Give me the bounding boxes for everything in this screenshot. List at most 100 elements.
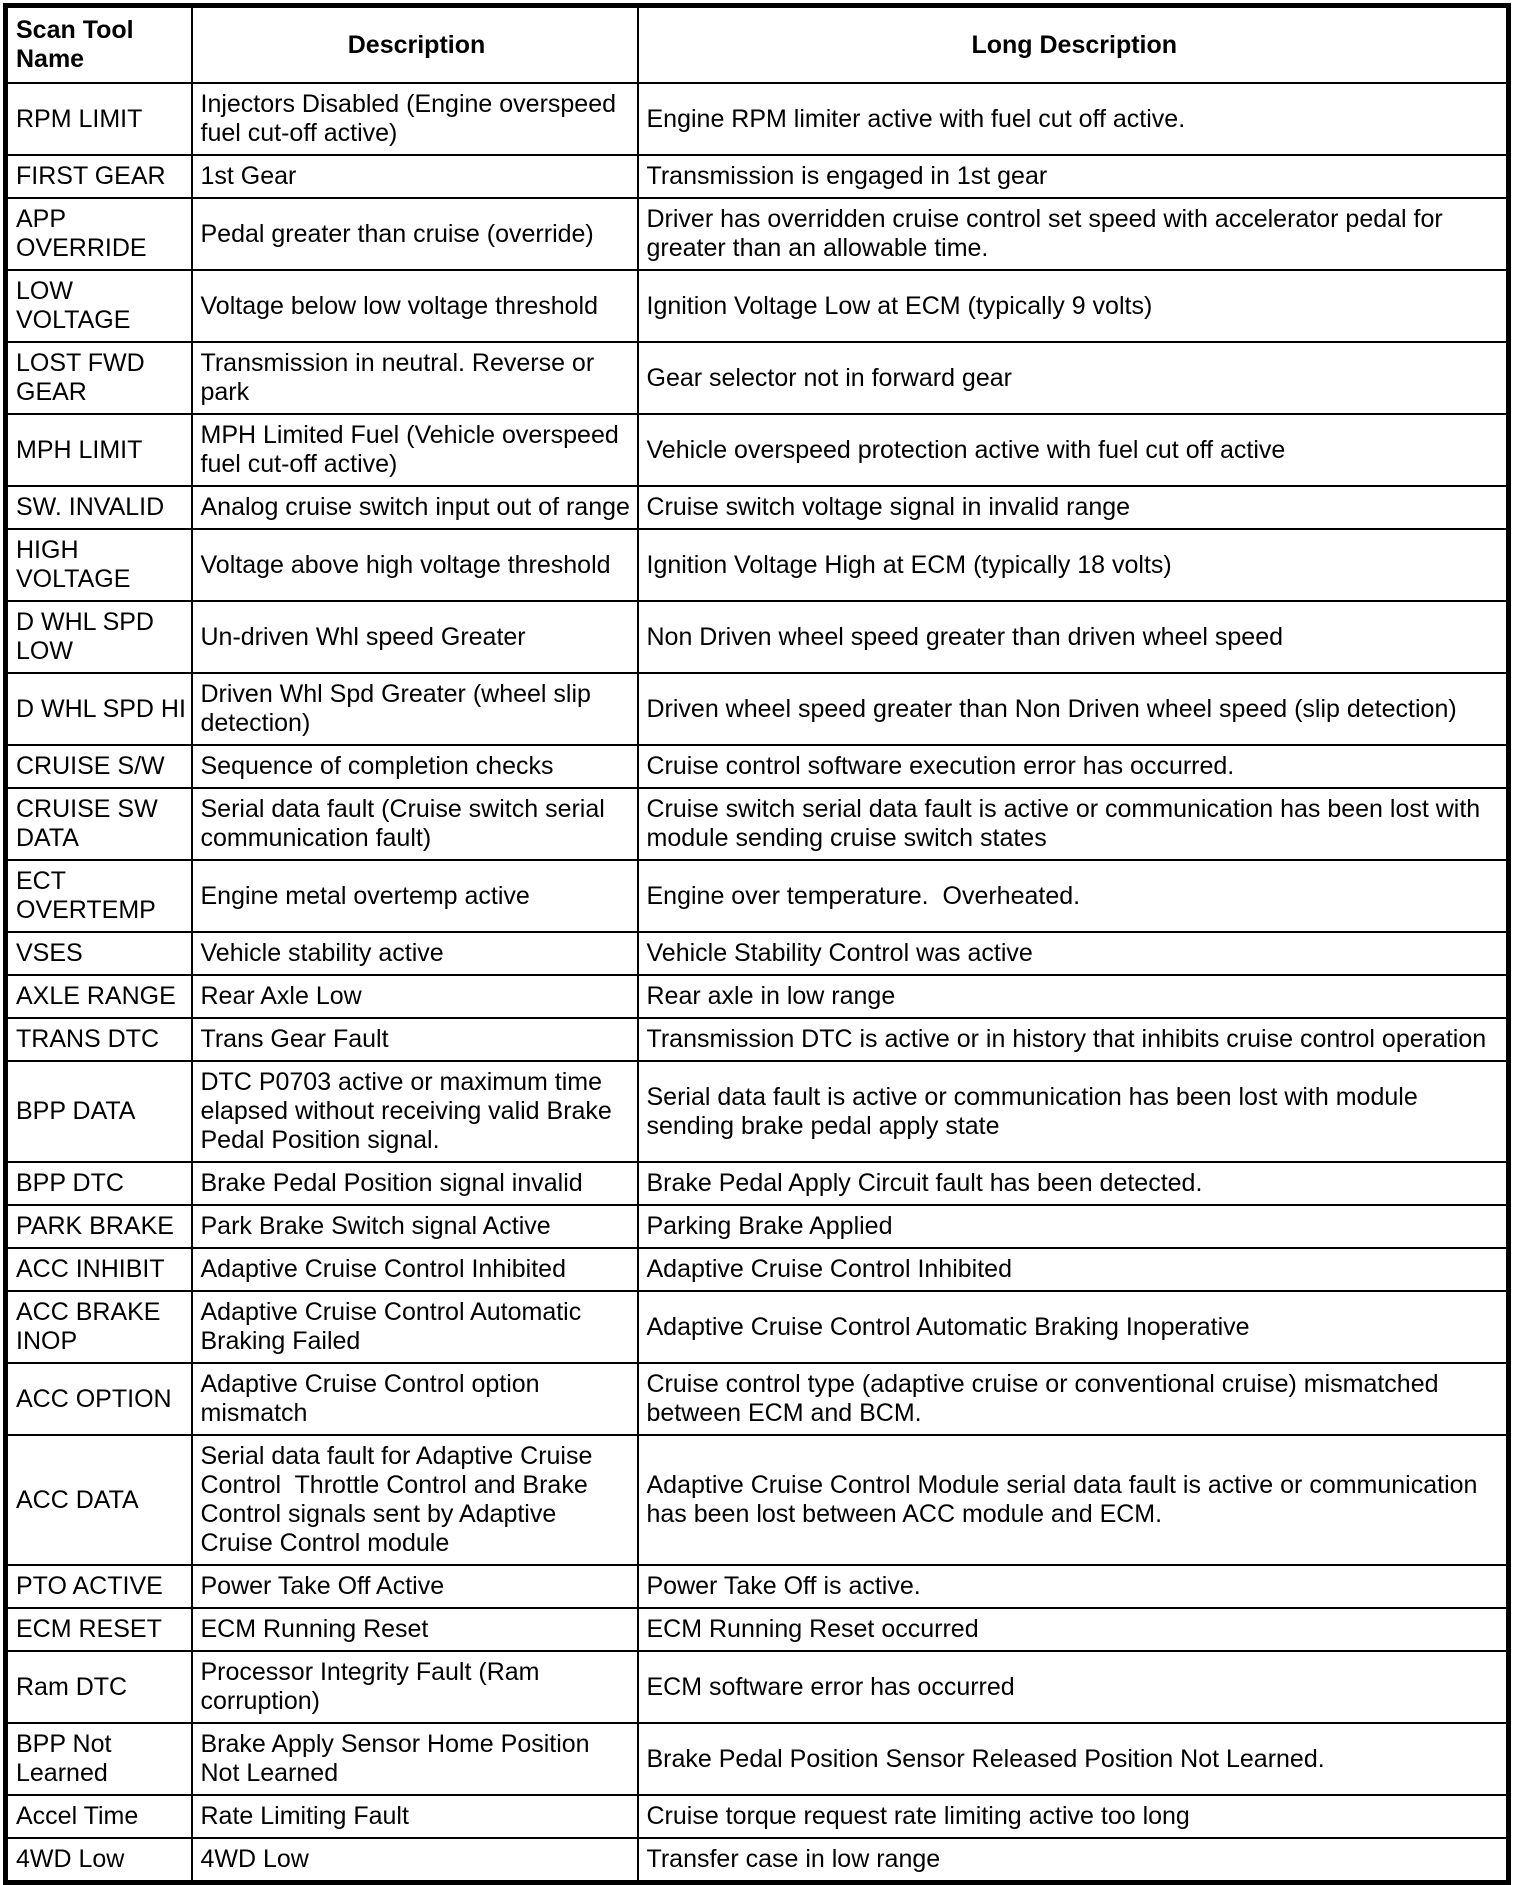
scan-tool-name-cell: ECT OVERTEMP bbox=[4, 859, 193, 933]
long-description-cell: Engine RPM limiter active with fuel cut … bbox=[636, 82, 1510, 156]
long-description-cell: Cruise switch voltage signal in invalid … bbox=[636, 485, 1510, 530]
long-description-cell: Cruise control software execution error … bbox=[636, 744, 1510, 789]
scan-tool-name-cell: BPP DATA bbox=[4, 1060, 193, 1163]
description-cell: Processor Integrity Fault (Ram corruptio… bbox=[190, 1650, 639, 1724]
description-cell: Brake Pedal Position signal invalid bbox=[190, 1161, 639, 1206]
description-cell: Power Take Off Active bbox=[190, 1564, 639, 1609]
description-cell: ECM Running Reset bbox=[190, 1607, 639, 1652]
scan-tool-name-cell: AXLE RANGE bbox=[4, 974, 193, 1019]
table-row: VSES Vehicle stability active Vehicle St… bbox=[4, 931, 1510, 976]
scan-tool-name-cell: FIRST GEAR bbox=[4, 154, 193, 199]
table-row: BPP Not Learned Brake Apply Sensor Home … bbox=[4, 1722, 1510, 1796]
scan-tool-name-cell: SW. INVALID bbox=[4, 485, 193, 530]
scan-tool-name-cell: APP OVERRIDE bbox=[4, 197, 193, 271]
table-row: CRUISE S/W Sequence of completion checks… bbox=[4, 744, 1510, 789]
description-cell: Serial data fault (Cruise switch serial … bbox=[190, 787, 639, 861]
long-description-cell: ECM Running Reset occurred bbox=[636, 1607, 1510, 1652]
scan-tool-name-cell: BPP Not Learned bbox=[4, 1722, 193, 1796]
scan-tool-name-cell: ACC OPTION bbox=[4, 1362, 193, 1436]
long-description-cell: Cruise control type (adaptive cruise or … bbox=[636, 1362, 1510, 1436]
table-row: PARK BRAKE Park Brake Switch signal Acti… bbox=[4, 1204, 1510, 1249]
table-row: FIRST GEAR 1st Gear Transmission is enga… bbox=[4, 154, 1510, 199]
table-row: LOST FWD GEAR Transmission in neutral. R… bbox=[4, 341, 1510, 415]
scan-tool-name-cell: PARK BRAKE bbox=[4, 1204, 193, 1249]
description-cell: Pedal greater than cruise (override) bbox=[190, 197, 639, 271]
scan-tool-name-cell: LOST FWD GEAR bbox=[4, 341, 193, 415]
table-row: TRANS DTC Trans Gear Fault Transmission … bbox=[4, 1017, 1510, 1062]
scan-tool-name-cell: ACC BRAKE INOP bbox=[4, 1290, 193, 1364]
long-description-cell: Ignition Voltage High at ECM (typically … bbox=[636, 528, 1510, 602]
description-cell: Voltage above high voltage threshold bbox=[190, 528, 639, 602]
table-row: BPP DTC Brake Pedal Position signal inva… bbox=[4, 1161, 1510, 1206]
description-cell: Serial data fault for Adaptive Cruise Co… bbox=[190, 1434, 639, 1566]
long-description-cell: Adaptive Cruise Control Module serial da… bbox=[636, 1434, 1510, 1566]
long-description-cell: Brake Pedal Apply Circuit fault has been… bbox=[636, 1161, 1510, 1206]
description-cell: Park Brake Switch signal Active bbox=[190, 1204, 639, 1249]
header-description: Description bbox=[190, 4, 639, 84]
table-row: ACC OPTION Adaptive Cruise Control optio… bbox=[4, 1362, 1510, 1436]
description-cell: Driven Whl Spd Greater (wheel slip detec… bbox=[190, 672, 639, 746]
table-row: ACC DATA Serial data fault for Adaptive … bbox=[4, 1434, 1510, 1566]
header-scan-tool-name: Scan Tool Name bbox=[4, 4, 193, 84]
long-description-cell: Gear selector not in forward gear bbox=[636, 341, 1510, 415]
description-cell: MPH Limited Fuel (Vehicle overspeed fuel… bbox=[190, 413, 639, 487]
long-description-cell: Driven wheel speed greater than Non Driv… bbox=[636, 672, 1510, 746]
scan-tool-name-cell: BPP DTC bbox=[4, 1161, 193, 1206]
long-description-cell: Transfer case in low range bbox=[636, 1837, 1510, 1884]
table-body: RPM LIMIT Injectors Disabled (Engine ove… bbox=[4, 82, 1510, 1884]
table-row: PTO ACTIVE Power Take Off Active Power T… bbox=[4, 1564, 1510, 1609]
scan-tool-name-cell: PTO ACTIVE bbox=[4, 1564, 193, 1609]
table-row: AXLE RANGE Rear Axle Low Rear axle in lo… bbox=[4, 974, 1510, 1019]
scan-tool-name-cell: D WHL SPD HI bbox=[4, 672, 193, 746]
table-row: D WHL SPD HI Driven Whl Spd Greater (whe… bbox=[4, 672, 1510, 746]
scan-tool-name-cell: ACC DATA bbox=[4, 1434, 193, 1566]
description-cell: 1st Gear bbox=[190, 154, 639, 199]
long-description-cell: Power Take Off is active. bbox=[636, 1564, 1510, 1609]
long-description-cell: Vehicle overspeed protection active with… bbox=[636, 413, 1510, 487]
long-description-cell: Cruise switch serial data fault is activ… bbox=[636, 787, 1510, 861]
long-description-cell: Ignition Voltage Low at ECM (typically 9… bbox=[636, 269, 1510, 343]
scan-tool-name-cell: D WHL SPD LOW bbox=[4, 600, 193, 674]
scan-tool-name-cell: ACC INHIBIT bbox=[4, 1247, 193, 1292]
table-row: LOW VOLTAGE Voltage below low voltage th… bbox=[4, 269, 1510, 343]
scan-tool-table: Scan Tool Name Description Long Descript… bbox=[3, 3, 1511, 1885]
scan-tool-name-cell: RPM LIMIT bbox=[4, 82, 193, 156]
scan-tool-name-cell: TRANS DTC bbox=[4, 1017, 193, 1062]
description-cell: Rate Limiting Fault bbox=[190, 1794, 639, 1839]
table-header: Scan Tool Name Description Long Descript… bbox=[4, 4, 1510, 84]
scan-tool-name-cell: LOW VOLTAGE bbox=[4, 269, 193, 343]
table-row: SW. INVALID Analog cruise switch input o… bbox=[4, 485, 1510, 530]
description-cell: Vehicle stability active bbox=[190, 931, 639, 976]
table-row: BPP DATA DTC P0703 active or maximum tim… bbox=[4, 1060, 1510, 1163]
table-row: APP OVERRIDE Pedal greater than cruise (… bbox=[4, 197, 1510, 271]
description-cell: DTC P0703 active or maximum time elapsed… bbox=[190, 1060, 639, 1163]
description-cell: Sequence of completion checks bbox=[190, 744, 639, 789]
long-description-cell: Rear axle in low range bbox=[636, 974, 1510, 1019]
long-description-cell: Parking Brake Applied bbox=[636, 1204, 1510, 1249]
scan-tool-name-cell: HIGH VOLTAGE bbox=[4, 528, 193, 602]
table-row: ECM RESET ECM Running Reset ECM Running … bbox=[4, 1607, 1510, 1652]
scan-tool-name-cell: Ram DTC bbox=[4, 1650, 193, 1724]
table-row: ECT OVERTEMP Engine metal overtemp activ… bbox=[4, 859, 1510, 933]
table-row: Accel Time Rate Limiting Fault Cruise to… bbox=[4, 1794, 1510, 1839]
long-description-cell: Brake Pedal Position Sensor Released Pos… bbox=[636, 1722, 1510, 1796]
description-cell: Injectors Disabled (Engine overspeed fue… bbox=[190, 82, 639, 156]
header-long-description: Long Description bbox=[636, 4, 1510, 84]
scan-tool-name-cell: 4WD Low bbox=[4, 1837, 193, 1884]
scan-tool-name-cell: MPH LIMIT bbox=[4, 413, 193, 487]
long-description-cell: Engine over temperature. Overheated. bbox=[636, 859, 1510, 933]
long-description-cell: ECM software error has occurred bbox=[636, 1650, 1510, 1724]
table-row: HIGH VOLTAGE Voltage above high voltage … bbox=[4, 528, 1510, 602]
table-row: Ram DTC Processor Integrity Fault (Ram c… bbox=[4, 1650, 1510, 1724]
long-description-cell: Transmission is engaged in 1st gear bbox=[636, 154, 1510, 199]
description-cell: Adaptive Cruise Control Automatic Brakin… bbox=[190, 1290, 639, 1364]
description-cell: Un-driven Whl speed Greater bbox=[190, 600, 639, 674]
table-row: MPH LIMIT MPH Limited Fuel (Vehicle over… bbox=[4, 413, 1510, 487]
long-description-cell: Serial data fault is active or communica… bbox=[636, 1060, 1510, 1163]
table-row: ACC BRAKE INOP Adaptive Cruise Control A… bbox=[4, 1290, 1510, 1364]
scan-tool-name-cell: CRUISE S/W bbox=[4, 744, 193, 789]
description-cell: 4WD Low bbox=[190, 1837, 639, 1884]
table-row: D WHL SPD LOW Un-driven Whl speed Greate… bbox=[4, 600, 1510, 674]
description-cell: Transmission in neutral. Reverse or park bbox=[190, 341, 639, 415]
long-description-cell: Cruise torque request rate limiting acti… bbox=[636, 1794, 1510, 1839]
